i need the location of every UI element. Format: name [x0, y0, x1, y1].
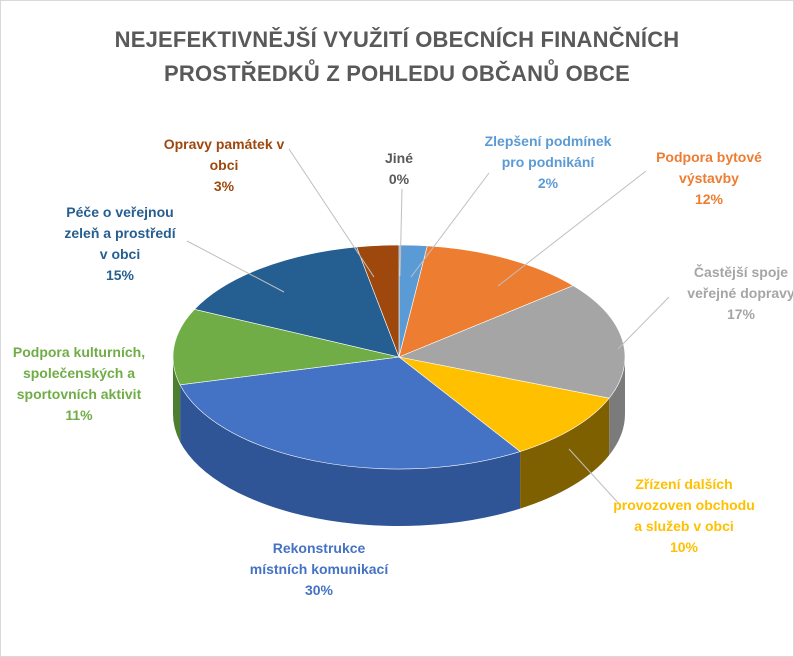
data-label-name: Péče o veřejnou [66, 204, 173, 220]
data-label-pct: 17% [727, 306, 756, 322]
data-label-pct: 30% [305, 582, 334, 598]
leader-line-6 [186, 240, 285, 293]
data-label-name: Jiné [385, 150, 413, 166]
leader-line-7 [288, 148, 375, 278]
pie-slice-3[interactable] [398, 356, 610, 452]
data-label-3: Zřízení dalších provozoven obchodu a služe… [613, 476, 755, 555]
pie-side-5 [173, 357, 181, 442]
data-label-0: Zlepšení podmínek pro podnikání 2% [485, 133, 612, 191]
data-label-name: Podpora kulturních, [13, 344, 145, 360]
pie-slice-7[interactable] [356, 244, 400, 358]
data-label-4: Rekonstrukce místních komunikací 30% [250, 540, 390, 598]
data-label-pct: 12% [695, 191, 724, 207]
data-label-name: pro podnikání [502, 154, 596, 170]
data-label-name: Opravy památek v [164, 136, 285, 152]
pie-slice-2[interactable] [397, 285, 626, 399]
data-label-name: veřejné dopravy [687, 285, 793, 301]
data-labels: Zlepšení podmínek pro podnikání 2% Podpora … [13, 133, 793, 598]
data-label-2: Častější spoje veřejné dopravy 17% [687, 263, 793, 322]
data-label-name: zeleň a prostředí [64, 225, 176, 241]
pie-slice-1[interactable] [398, 245, 574, 358]
data-label-5: Podpora kulturních, společenských a sporto… [13, 344, 145, 423]
data-label-name: obci [210, 157, 239, 173]
data-label-1: Podpora bytové výstavby 12% [656, 149, 762, 207]
leader-line-8 [399, 188, 403, 277]
data-label-name: Podpora bytové [656, 149, 762, 165]
leader-line-2 [617, 296, 670, 350]
pie-slice-6[interactable] [193, 246, 400, 358]
data-label-name: Rekonstrukce [273, 540, 366, 556]
leader-line-3 [568, 448, 622, 507]
data-label-name: v obci [100, 246, 140, 262]
data-label-pct: 11% [65, 407, 93, 423]
pie-side-3 [520, 398, 610, 509]
pie-side-2 [609, 357, 625, 456]
data-label-6: Péče o veřejnou zeleň a prostředí v obci 15… [64, 204, 176, 283]
data-label-pct: 0% [389, 171, 410, 187]
pie-slice-5[interactable] [172, 308, 400, 386]
data-label-name: sportovních aktivit [17, 386, 142, 402]
leader-line-0 [410, 172, 490, 278]
data-label-name: Zlepšení podmínek [485, 133, 612, 149]
data-label-name: místních komunikací [250, 561, 390, 577]
data-label-name: provozoven obchodu [613, 497, 755, 513]
data-label-pct: 10% [670, 539, 699, 555]
pie-slice-4[interactable] [179, 356, 521, 470]
data-label-name: Častější spoje [694, 263, 788, 280]
data-label-7: Opravy památek v obci 3% [164, 136, 285, 194]
pie-side-walls [173, 357, 625, 526]
data-label-pct: 15% [106, 267, 135, 283]
data-label-pct: 3% [214, 178, 235, 194]
chart-title-line-1: NEJEFEKTIVNĚJŠÍ VYUŽITÍ OBECNÍCH FINANČN… [114, 27, 680, 52]
data-label-name: výstavby [679, 170, 739, 186]
leader-line-1 [497, 170, 647, 287]
chart-title: NEJEFEKTIVNĚJŠÍ VYUŽITÍ OBECNÍCH FINANČN… [1, 23, 793, 91]
data-label-name: společenských a [23, 365, 135, 381]
data-label-8: Jiné 0% [385, 150, 413, 187]
pie-side-4 [180, 384, 521, 526]
chart-title-line-2: PROSTŘEDKŮ Z POHLEDU OBČANŮ OBCE [164, 61, 630, 86]
data-label-pct: 2% [538, 175, 559, 191]
data-label-name: Zřízení dalších [635, 476, 732, 492]
data-label-name: a služeb v obci [634, 518, 734, 534]
pie-slices [172, 244, 626, 470]
